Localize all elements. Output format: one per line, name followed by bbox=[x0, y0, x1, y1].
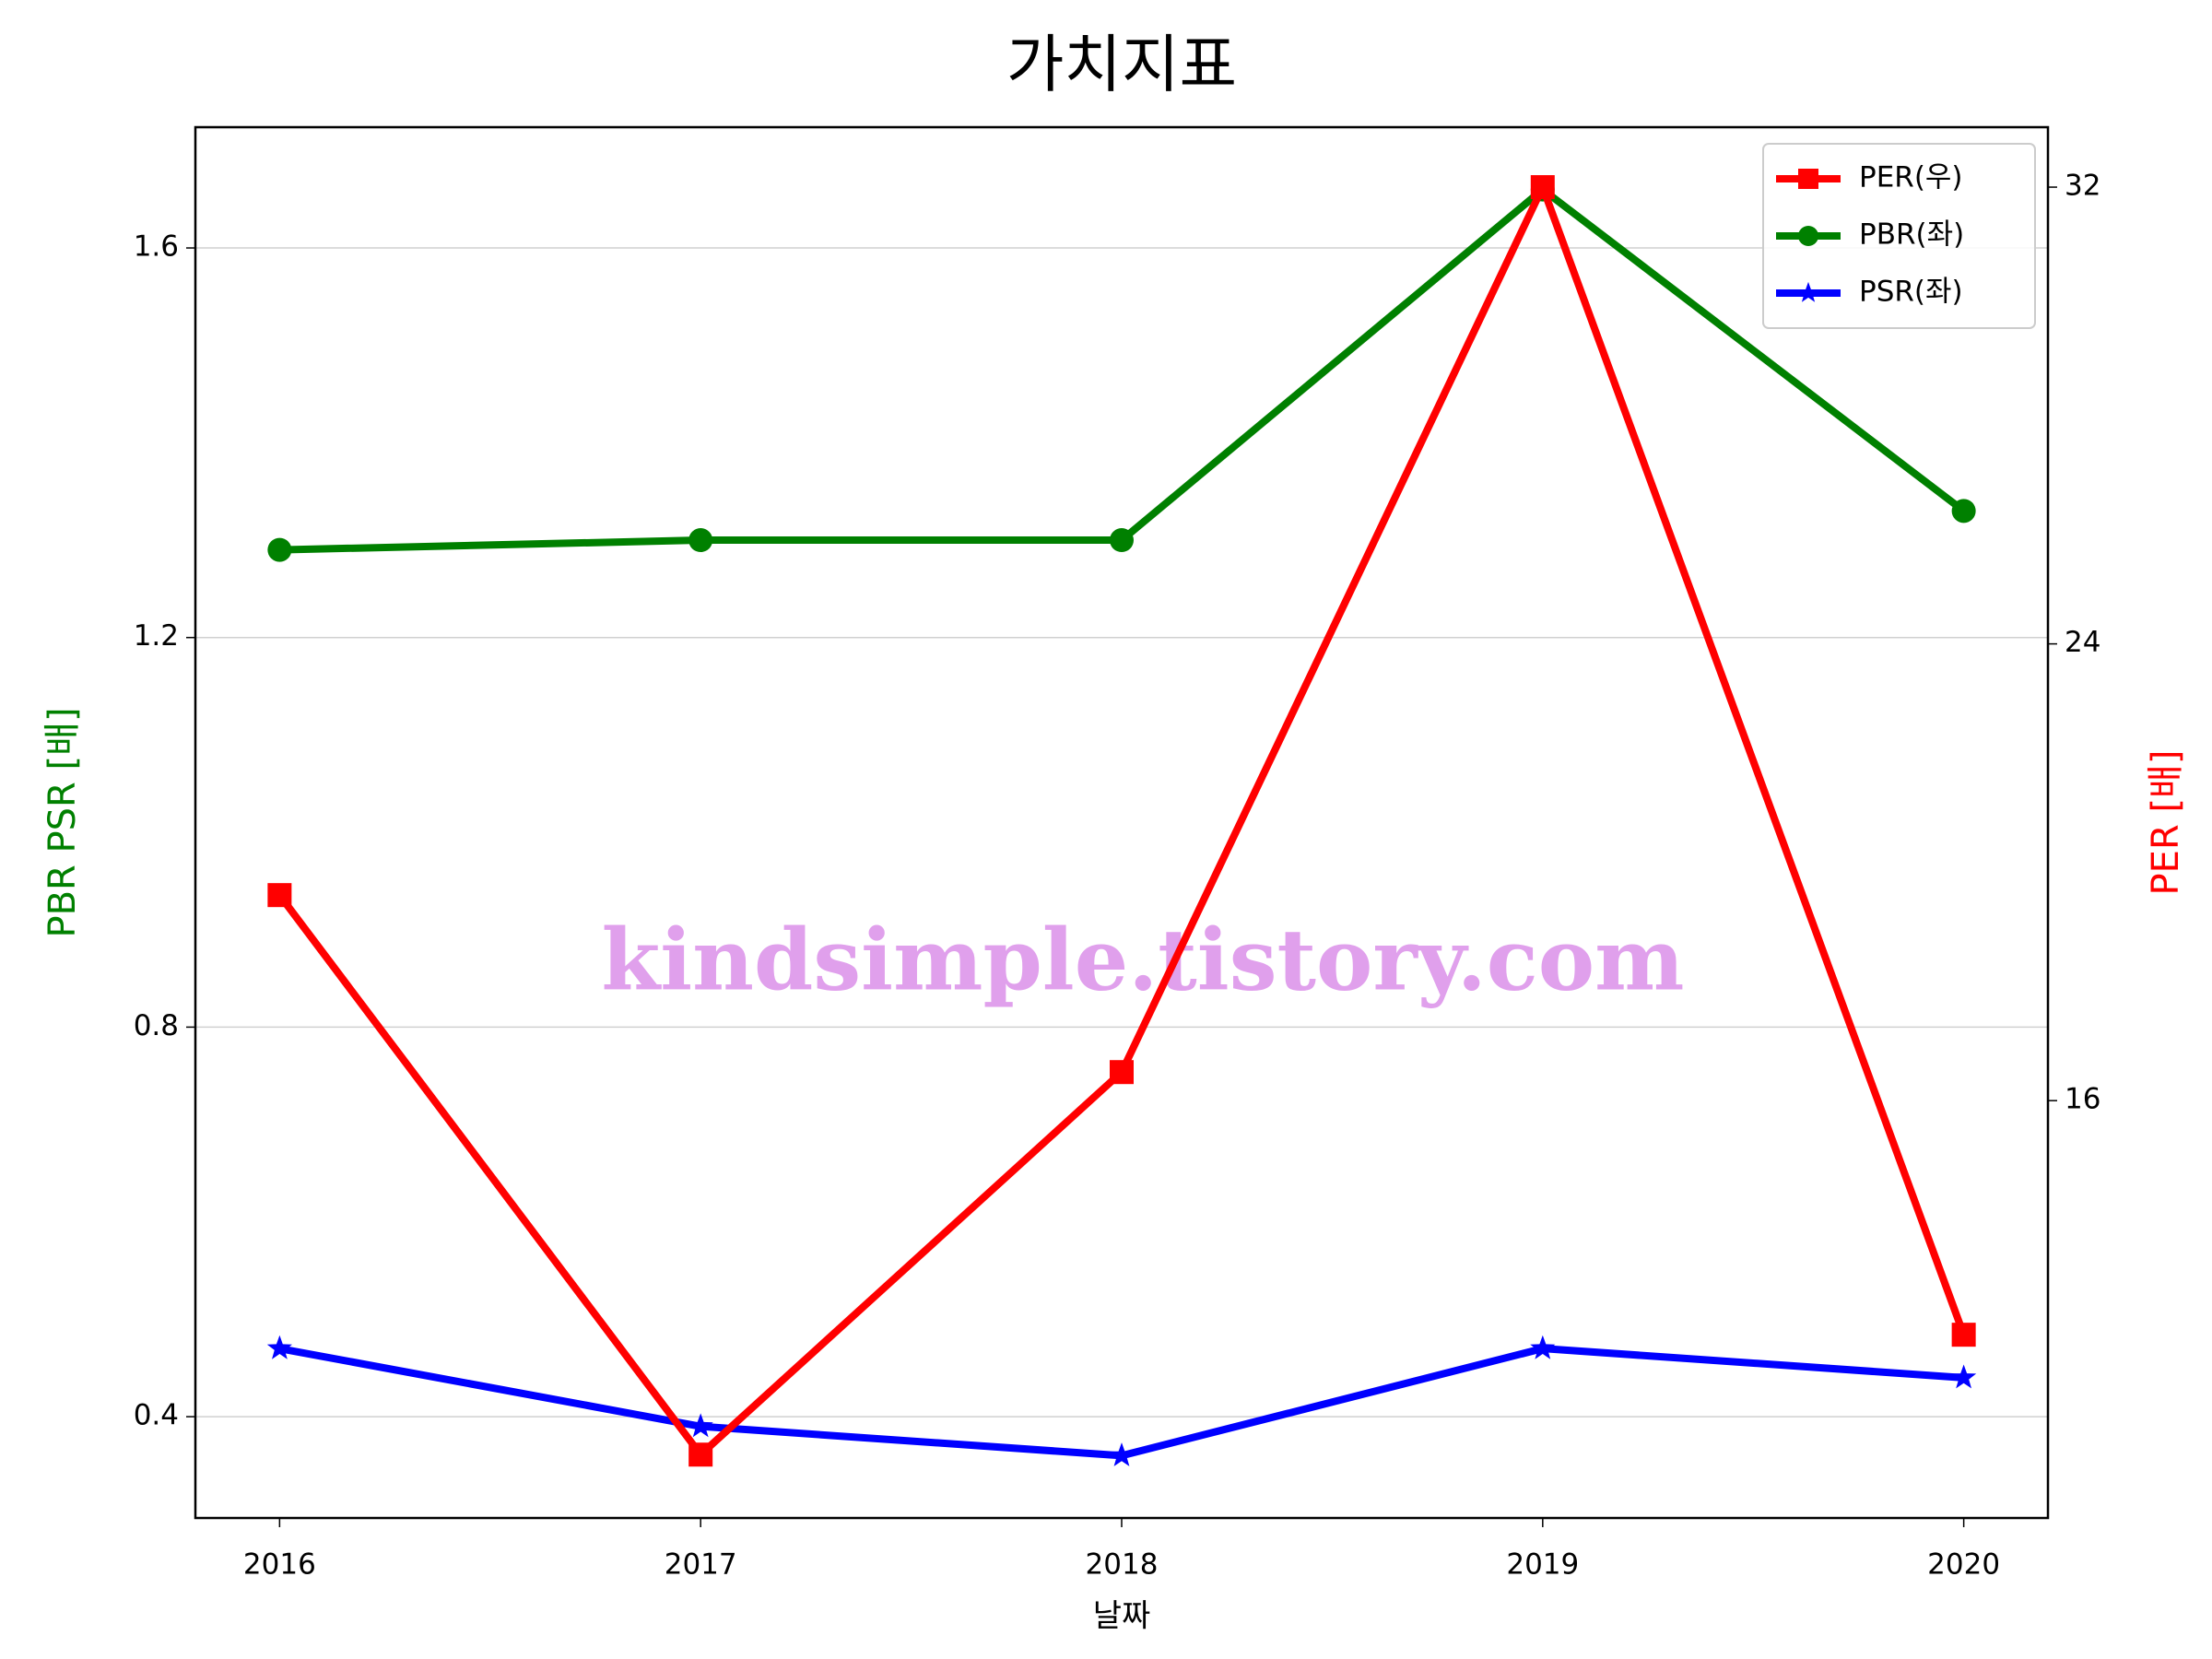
legend-box bbox=[1762, 143, 2036, 329]
legend-marker bbox=[1797, 281, 1819, 302]
watermark: kindsimple.tistory.com bbox=[601, 911, 1684, 1010]
data-point bbox=[1951, 499, 1976, 524]
x-axis-label: 날짜 bbox=[1093, 1598, 1151, 1635]
legend-label: PER(우) bbox=[1859, 161, 1963, 194]
plot-frame bbox=[194, 125, 2050, 1520]
y2-tick-label: 16 bbox=[2065, 1083, 2100, 1116]
y2-tick-label: 24 bbox=[2065, 626, 2100, 659]
data-point bbox=[1951, 1364, 1977, 1389]
y-tick-label: 0.4 bbox=[134, 1399, 179, 1432]
y-tick-label: 0.8 bbox=[134, 1009, 179, 1042]
y-tick-label: 1.6 bbox=[134, 230, 179, 264]
y-axis-label: PBR PSR [배] bbox=[41, 707, 84, 937]
legend-marker bbox=[1798, 226, 1818, 246]
x-tick-label: 2020 bbox=[1927, 1548, 2000, 1582]
data-point bbox=[688, 1442, 713, 1467]
data-point bbox=[1109, 1442, 1135, 1466]
x-tick-label: 2018 bbox=[1086, 1548, 1159, 1582]
x-tick-label: 2016 bbox=[243, 1548, 316, 1582]
data-point bbox=[1530, 175, 1555, 200]
x-tick-label: 2017 bbox=[665, 1548, 737, 1582]
y2-axis-label: PER [배] bbox=[2145, 750, 2187, 896]
data-point bbox=[1530, 1335, 1556, 1359]
x-tick-label: 2019 bbox=[1506, 1548, 1579, 1582]
data-point bbox=[266, 1335, 292, 1359]
data-point bbox=[688, 1413, 713, 1438]
data-point bbox=[1110, 528, 1134, 553]
data-point bbox=[267, 537, 292, 562]
chart-title: 가치지표 bbox=[1006, 29, 1237, 102]
legend-marker bbox=[1798, 169, 1818, 189]
y-tick-label: 1.2 bbox=[134, 619, 179, 653]
y2-tick-label: 32 bbox=[2065, 170, 2100, 203]
data-point bbox=[1110, 1060, 1134, 1085]
data-point bbox=[1951, 1323, 1976, 1347]
legend-label: PBR(좌) bbox=[1859, 218, 1964, 252]
legend-label: PSR(좌) bbox=[1859, 276, 1963, 309]
data-point bbox=[267, 883, 292, 908]
data-point bbox=[688, 528, 713, 553]
